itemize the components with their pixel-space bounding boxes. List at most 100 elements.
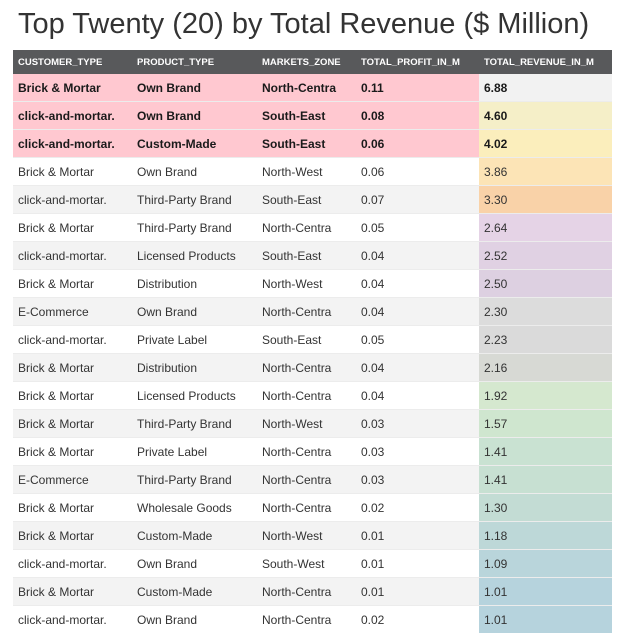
table-row[interactable]: Brick & Mortar Own Brand North-Centra 0.11 6…: [13, 74, 612, 102]
cell-customer-type: click-and-mortar.: [13, 129, 132, 158]
cell-product-type: Custom-Made: [132, 129, 257, 158]
cell-markets-zone: North-Centra: [257, 74, 356, 102]
cell-customer-type: click-and-mortar.: [13, 605, 132, 633]
cell-total-revenue: 2.16: [479, 353, 612, 382]
cell-total-profit: 0.01: [356, 549, 479, 578]
cell-product-type: Distribution: [132, 269, 257, 298]
cell-total-revenue: 2.30: [479, 297, 612, 326]
cell-product-type: Own Brand: [132, 297, 257, 326]
cell-total-profit: 0.01: [356, 577, 479, 606]
column-header-markets-zone[interactable]: MARKETS_ZONE: [257, 50, 356, 74]
cell-total-profit: 0.03: [356, 409, 479, 438]
cell-markets-zone: North-West: [257, 157, 356, 186]
cell-markets-zone: South-East: [257, 241, 356, 270]
table-row[interactable]: Brick & Mortar Own Brand North-West 0.06 3.8…: [13, 157, 612, 186]
cell-total-profit: 0.04: [356, 353, 479, 382]
cell-product-type: Own Brand: [132, 74, 257, 102]
cell-customer-type: click-and-mortar.: [13, 325, 132, 354]
cell-markets-zone: North-Centra: [257, 465, 356, 494]
cell-total-revenue: 2.50: [479, 269, 612, 298]
cell-product-type: Own Brand: [132, 101, 257, 130]
cell-total-profit: 0.04: [356, 269, 479, 298]
cell-total-revenue: 4.60: [479, 101, 612, 130]
cell-total-revenue: 1.92: [479, 381, 612, 410]
cell-product-type: Own Brand: [132, 157, 257, 186]
table-row[interactable]: Brick & Mortar Custom-Made North-West 0.01 1…: [13, 521, 612, 550]
cell-total-revenue: 1.09: [479, 549, 612, 578]
cell-total-profit: 0.04: [356, 381, 479, 410]
cell-total-revenue: 2.23: [479, 325, 612, 354]
cell-markets-zone: North-West: [257, 409, 356, 438]
cell-customer-type: Brick & Mortar: [13, 157, 132, 186]
cell-markets-zone: North-Centra: [257, 605, 356, 633]
table-row[interactable]: Brick & Mortar Third-Party Brand North-Wes…: [13, 409, 612, 438]
cell-markets-zone: North-Centra: [257, 213, 356, 242]
cell-total-revenue: 6.88: [479, 74, 612, 102]
cell-total-profit: 0.05: [356, 325, 479, 354]
cell-total-profit: 0.04: [356, 241, 479, 270]
column-header-customer-type[interactable]: CUSTOMER_TYPE: [13, 50, 132, 74]
table-row[interactable]: click-and-mortar. Licensed Products South-…: [13, 241, 612, 270]
cell-product-type: Own Brand: [132, 549, 257, 578]
revenue-table: CUSTOMER_TYPE PRODUCT_TYPE MARKETS_ZONE …: [13, 50, 612, 633]
table-row[interactable]: click-and-mortar. Own Brand South-East 0.08…: [13, 101, 612, 130]
table-row[interactable]: Brick & Mortar Third-Party Brand North-Cen…: [13, 213, 612, 242]
table-header-row: CUSTOMER_TYPE PRODUCT_TYPE MARKETS_ZONE …: [13, 50, 612, 74]
report-title: Top Twenty (20) by Total Revenue ($ Mill…: [18, 8, 590, 40]
cell-markets-zone: North-West: [257, 269, 356, 298]
cell-product-type: Third-Party Brand: [132, 465, 257, 494]
cell-total-profit: 0.03: [356, 437, 479, 466]
cell-total-revenue: 4.02: [479, 129, 612, 158]
column-header-total-profit[interactable]: TOTAL_PROFIT_IN_M: [356, 50, 479, 74]
table-row[interactable]: click-and-mortar. Own Brand South-West 0.01…: [13, 549, 612, 578]
cell-customer-type: E-Commerce: [13, 297, 132, 326]
table-row[interactable]: click-and-mortar. Own Brand North-Centra 0.…: [13, 605, 612, 633]
cell-product-type: Third-Party Brand: [132, 213, 257, 242]
cell-markets-zone: North-Centra: [257, 381, 356, 410]
table-row[interactable]: Brick & Mortar Distribution North-Centra 0.…: [13, 353, 612, 382]
column-header-total-revenue[interactable]: TOTAL_REVENUE_IN_M: [479, 50, 612, 74]
table-row[interactable]: click-and-mortar. Custom-Made South-East 0.…: [13, 129, 612, 158]
column-header-product-type[interactable]: PRODUCT_TYPE: [132, 50, 257, 74]
table-row[interactable]: E-Commerce Own Brand North-Centra 0.04 2.30: [13, 297, 612, 326]
cell-total-revenue: 2.52: [479, 241, 612, 270]
cell-total-profit: 0.01: [356, 521, 479, 550]
cell-total-profit: 0.03: [356, 465, 479, 494]
cell-markets-zone: South-East: [257, 101, 356, 130]
cell-customer-type: Brick & Mortar: [13, 381, 132, 410]
cell-total-revenue: 1.18: [479, 521, 612, 550]
cell-total-revenue: 1.57: [479, 409, 612, 438]
cell-markets-zone: South-East: [257, 185, 356, 214]
cell-customer-type: click-and-mortar.: [13, 241, 132, 270]
table-row[interactable]: Brick & Mortar Licensed Products North-Cen…: [13, 381, 612, 410]
cell-customer-type: Brick & Mortar: [13, 437, 132, 466]
cell-total-profit: 0.02: [356, 605, 479, 633]
cell-markets-zone: North-West: [257, 521, 356, 550]
cell-total-revenue: 1.41: [479, 465, 612, 494]
cell-product-type: Custom-Made: [132, 577, 257, 606]
cell-customer-type: Brick & Mortar: [13, 493, 132, 522]
cell-total-revenue: 1.01: [479, 605, 612, 633]
cell-markets-zone: South-East: [257, 129, 356, 158]
table-row[interactable]: Brick & Mortar Wholesale Goods North-Centr…: [13, 493, 612, 522]
table-row[interactable]: Brick & Mortar Distribution North-West 0.04…: [13, 269, 612, 298]
cell-product-type: Distribution: [132, 353, 257, 382]
cell-total-revenue: 3.86: [479, 157, 612, 186]
cell-product-type: Third-Party Brand: [132, 409, 257, 438]
table-row[interactable]: E-Commerce Third-Party Brand North-Centra 0…: [13, 465, 612, 494]
cell-customer-type: Brick & Mortar: [13, 269, 132, 298]
table-row[interactable]: click-and-mortar. Private Label South-East…: [13, 325, 612, 354]
cell-customer-type: Brick & Mortar: [13, 74, 132, 102]
table-row[interactable]: Brick & Mortar Private Label North-Centra 0…: [13, 437, 612, 466]
cell-customer-type: Brick & Mortar: [13, 353, 132, 382]
cell-product-type: Custom-Made: [132, 521, 257, 550]
cell-total-profit: 0.05: [356, 213, 479, 242]
cell-total-profit: 0.04: [356, 297, 479, 326]
cell-customer-type: Brick & Mortar: [13, 577, 132, 606]
table-row[interactable]: Brick & Mortar Custom-Made North-Centra 0.0…: [13, 577, 612, 606]
table-row[interactable]: click-and-mortar. Third-Party Brand South-…: [13, 185, 612, 214]
cell-customer-type: Brick & Mortar: [13, 521, 132, 550]
cell-total-profit: 0.11: [356, 74, 479, 102]
cell-customer-type: Brick & Mortar: [13, 213, 132, 242]
cell-total-revenue: 1.41: [479, 437, 612, 466]
